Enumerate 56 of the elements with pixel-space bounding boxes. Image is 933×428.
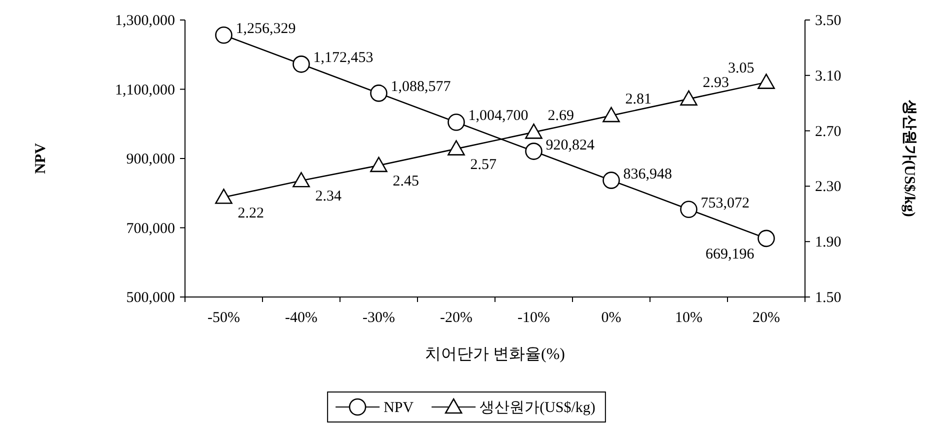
data-label: 1,256,329 <box>236 21 296 38</box>
data-label: 2.81 <box>625 92 652 108</box>
x-tick-label: -40% <box>285 310 318 326</box>
y2-axis-title: 생산원가(US$/kg) <box>901 99 917 217</box>
point <box>448 114 465 131</box>
y-tick-label: 700,000 <box>126 220 175 237</box>
data-label: 753,072 <box>700 195 750 212</box>
data-label: 1,172,453 <box>313 50 374 66</box>
x-tick-label: -50% <box>208 310 240 326</box>
y-tick-label: 1,100,000 <box>115 82 175 98</box>
point <box>292 56 310 73</box>
data-label: 2.45 <box>392 173 419 190</box>
point <box>215 188 232 204</box>
x-tick-label: -10% <box>518 310 550 326</box>
point <box>292 172 310 188</box>
x-tick-label: -20% <box>440 310 472 326</box>
data-label: 920,824 <box>546 137 595 154</box>
point <box>680 90 698 106</box>
point <box>758 74 775 89</box>
y-axis-title: NPV <box>33 142 49 174</box>
legend-label: NPV <box>384 400 414 416</box>
x-tick-label: 0% <box>601 310 622 326</box>
y2-tick-label: 1.90 <box>815 234 842 251</box>
data-label: 2.93 <box>702 74 729 91</box>
data-label: 2.22 <box>238 205 264 222</box>
point <box>370 84 388 102</box>
y2-tick-label: 2.30 <box>815 179 842 196</box>
data-label: 669,196 <box>706 246 755 262</box>
data-label: 3.05 <box>728 60 754 76</box>
point <box>448 140 465 156</box>
y-tick-label: 500,000 <box>126 290 175 306</box>
point <box>525 142 542 160</box>
y2-tick-label: 3.50 <box>815 13 842 29</box>
data-label: 2.57 <box>470 156 497 173</box>
data-label: 836,948 <box>623 166 672 182</box>
y-tick-label: 1,300,000 <box>115 13 175 29</box>
x-tick-label: 10% <box>675 310 702 326</box>
point <box>215 26 232 44</box>
y-tick-label: 900,000 <box>126 152 175 168</box>
x-tick-label: 20% <box>752 310 780 326</box>
data-label: 2.69 <box>548 108 574 124</box>
legend-label: 생산원가(US$/kg) <box>480 400 596 416</box>
point <box>525 124 542 139</box>
x-axis-title: 치어단가 변화율(%) <box>425 346 565 363</box>
point <box>602 172 620 189</box>
data-label: 1,088,577 <box>390 79 452 96</box>
x-tick-label: -30% <box>362 310 395 326</box>
point <box>602 106 620 122</box>
data-label: 1,004,700 <box>468 108 528 124</box>
y2-tick-label: 1.50 <box>815 290 842 306</box>
point <box>370 156 388 172</box>
y2-tick-label: 2.70 <box>815 124 842 140</box>
data-label: 2.34 <box>315 188 342 205</box>
point <box>680 200 698 218</box>
y2-tick-label: 3.10 <box>815 68 842 84</box>
point <box>758 230 775 248</box>
